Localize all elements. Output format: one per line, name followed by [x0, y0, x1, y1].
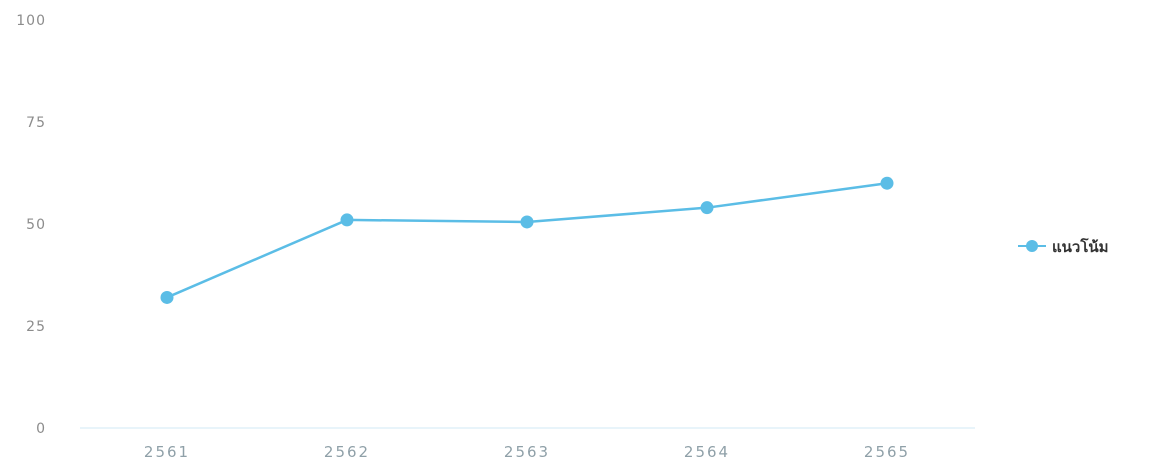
data-point[interactable]	[160, 290, 174, 304]
x-tick-label: 2561	[144, 443, 190, 459]
legend-dot-marker	[1026, 240, 1038, 252]
series-layer	[160, 176, 894, 304]
series-line	[166, 181, 888, 299]
y-tick-label: 50	[26, 217, 46, 233]
legend-label: แนวโน้ม	[1052, 237, 1109, 256]
x-axis: 2561 2562 2563 2564 2565	[144, 443, 910, 459]
legend[interactable]: แนวโน้ม	[1018, 237, 1109, 256]
data-point[interactable]	[700, 201, 714, 215]
y-tick-label: 0	[36, 421, 46, 437]
data-point[interactable]	[340, 213, 354, 227]
x-tick-label: 2562	[324, 443, 370, 459]
data-point[interactable]	[880, 176, 894, 190]
y-tick-label: 25	[26, 319, 46, 335]
y-tick-label: 75	[26, 115, 46, 131]
x-tick-label: 2565	[864, 443, 910, 459]
y-axis: 0 25 50 75 100	[16, 13, 46, 437]
y-tick-label: 100	[16, 13, 46, 29]
x-tick-label: 2564	[684, 443, 730, 459]
data-point[interactable]	[520, 215, 534, 229]
x-tick-label: 2563	[504, 443, 550, 459]
